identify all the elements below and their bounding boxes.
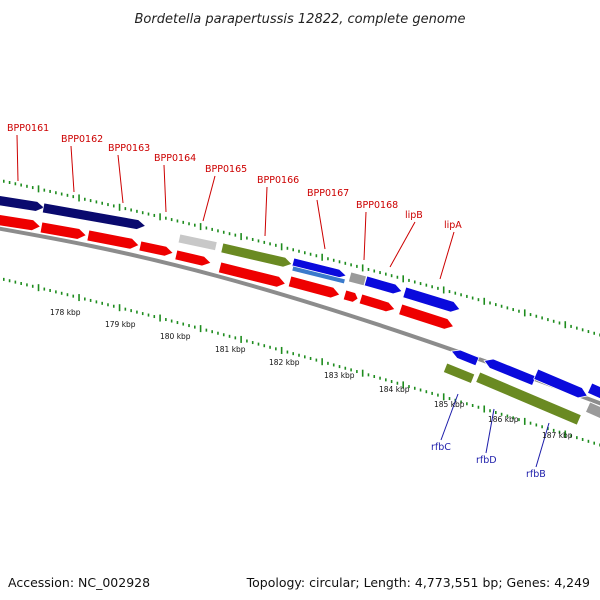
label-leader: [440, 393, 459, 441]
accession-text: Accession: NC_002928: [8, 575, 151, 590]
kbp-label: 186 kbp: [488, 415, 519, 424]
gene-red-10: [398, 303, 455, 330]
gene-label-top: lipA: [444, 220, 462, 231]
gene-labels: BPP0161 BPP0162 BPP0163 BPP0164 BPP0165 BPP01…: [7, 123, 550, 480]
gene-lipa: [402, 286, 461, 313]
gene-red-2: [39, 221, 87, 240]
kbp-label: 180 kbp: [160, 332, 191, 341]
gene-label-top: lipB: [405, 210, 423, 221]
label-leader: [363, 211, 367, 261]
kbp-label: 181 kbp: [215, 345, 246, 354]
gene-features: [0, 195, 600, 426]
gene-bpp0166: [220, 242, 293, 268]
label-leader: [535, 422, 550, 468]
gene-label-bottom: rfbC: [431, 442, 451, 453]
kbp-label: 182 kbp: [269, 358, 300, 367]
gene-bpp0165: [177, 233, 218, 252]
gene-bpp0168: [347, 271, 367, 287]
label-leader: [163, 164, 167, 213]
gene-blue-mid: [483, 358, 537, 387]
kbp-label: 185 kbp: [434, 400, 465, 409]
gene-blue-left: [450, 349, 480, 367]
kbp-label: 184 kbp: [379, 385, 410, 394]
genome-backbone: [0, 226, 600, 406]
kbp-label: 179 kbp: [105, 320, 136, 329]
label-leader: [202, 175, 216, 222]
kbp-label: 178 kbp: [50, 308, 81, 317]
gene-rfbc: [442, 362, 476, 385]
gene-red-7: [287, 275, 341, 299]
gene-bpp0161: [0, 195, 46, 212]
gene-grey-edge: [584, 401, 600, 419]
gene-label-top: BPP0166: [257, 175, 299, 186]
label-leader: [485, 408, 495, 454]
gene-blue-edge: [586, 382, 600, 400]
gene-label-top: BPP0163: [108, 143, 150, 154]
label-leader: [70, 145, 75, 193]
gene-red-6: [217, 261, 287, 288]
gene-lipb: [363, 275, 403, 295]
gene-label-top: BPP0164: [154, 153, 196, 164]
tick-marks: [2, 179, 600, 447]
label-leader: [16, 134, 19, 182]
label-leader: [316, 199, 326, 250]
kbp-label: 183 kbp: [324, 371, 355, 380]
gene-blue-right: [533, 368, 589, 399]
gene-rfbd: [475, 371, 582, 426]
gene-label-bottom: rfbD: [476, 455, 497, 466]
gene-label-top: BPP0168: [356, 200, 398, 211]
gene-label-top: BPP0162: [61, 134, 103, 145]
label-leader: [117, 154, 124, 204]
gene-bpp0167-b: [291, 265, 346, 285]
gene-red-3: [86, 229, 140, 250]
kbp-label: 187 kbp: [542, 431, 573, 440]
gene-red-8: [342, 289, 359, 303]
topology-text: Topology: circular; Length: 4,773,551 bp…: [246, 575, 590, 590]
gene-bpp0162: [41, 202, 147, 230]
gene-bpp0167: [291, 257, 348, 279]
label-leader: [389, 221, 416, 268]
map-title: Bordetella parapertussis 12822, complete…: [135, 12, 466, 27]
gene-label-top: BPP0165: [205, 164, 247, 175]
gene-red-9: [358, 293, 396, 313]
gene-label-top: BPP0167: [307, 188, 349, 199]
label-leader: [264, 186, 268, 237]
gene-red-5: [174, 249, 212, 267]
label-leader: [439, 231, 455, 280]
gene-label-bottom: rfbB: [526, 469, 546, 480]
gene-red-1: [0, 214, 42, 232]
gene-label-top: BPP0161: [7, 123, 49, 134]
kbp-labels: 178 kbp 179 kbp 180 kbp 181 kbp 182 kbp 183 k…: [50, 308, 573, 440]
gene-red-4: [138, 240, 174, 257]
